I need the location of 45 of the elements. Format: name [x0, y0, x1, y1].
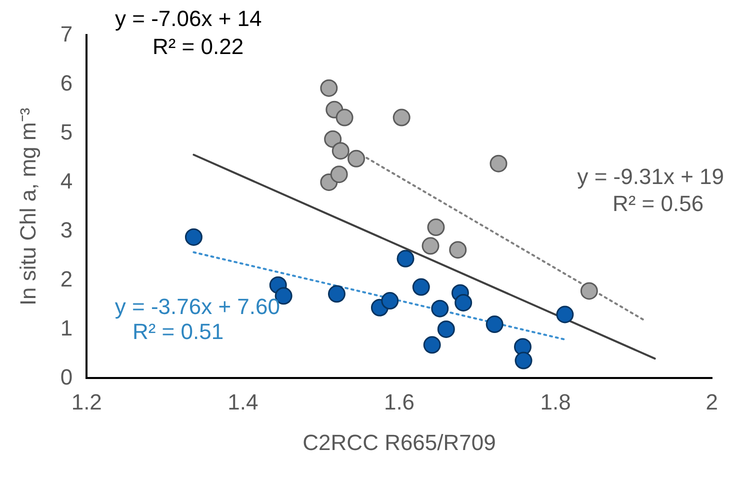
- point: [514, 352, 532, 370]
- point: [490, 154, 508, 172]
- point: [348, 150, 366, 168]
- point: [330, 166, 348, 184]
- y-tick-label: 4: [60, 168, 73, 194]
- point: [412, 278, 430, 296]
- point: [427, 218, 445, 236]
- annotation: y = -9.31x + 19: [577, 164, 724, 190]
- point: [437, 320, 455, 338]
- y-tick-label: 6: [60, 70, 73, 96]
- point: [381, 292, 399, 310]
- y-tick-label: 5: [60, 119, 73, 144]
- point: [449, 241, 467, 259]
- point: [328, 285, 346, 303]
- y-tick-label: 3: [60, 217, 73, 242]
- y-axis-title: In situ Chl a, mg m⁻³: [15, 108, 40, 306]
- x-tick-label: 1.2: [71, 389, 102, 414]
- point: [392, 108, 410, 126]
- x-tick-label: 1.8: [540, 389, 571, 414]
- annotation: R² = 0.22: [152, 34, 244, 60]
- point: [454, 294, 472, 312]
- text: y = -7.06x + 14: [115, 6, 262, 32]
- x-tick-label: 2: [706, 389, 718, 414]
- point: [336, 108, 354, 126]
- annotation: R² = 0.51: [132, 319, 224, 344]
- point: [423, 336, 441, 354]
- point: [332, 142, 350, 160]
- y-tick-label: 2: [60, 266, 73, 292]
- point: [422, 237, 440, 255]
- x-tick-label: 1.6: [384, 389, 415, 414]
- annotation: y = -3.76x + 7.60: [114, 294, 280, 320]
- y-tick-label: 7: [60, 21, 73, 46]
- point: [396, 250, 414, 268]
- x-tick-label: 1.4: [228, 389, 258, 414]
- point: [556, 306, 574, 324]
- x-axis-title: C2RCC R665/R709: [302, 430, 496, 455]
- point: [184, 228, 202, 246]
- point: [580, 282, 598, 300]
- point: [324, 130, 342, 148]
- point: [486, 316, 504, 334]
- annotation: R² = 0.56: [612, 191, 704, 216]
- y-tick-label: 1: [60, 315, 73, 340]
- y-tick-label: 0: [60, 364, 73, 390]
- point: [431, 300, 449, 318]
- point: [320, 79, 338, 97]
